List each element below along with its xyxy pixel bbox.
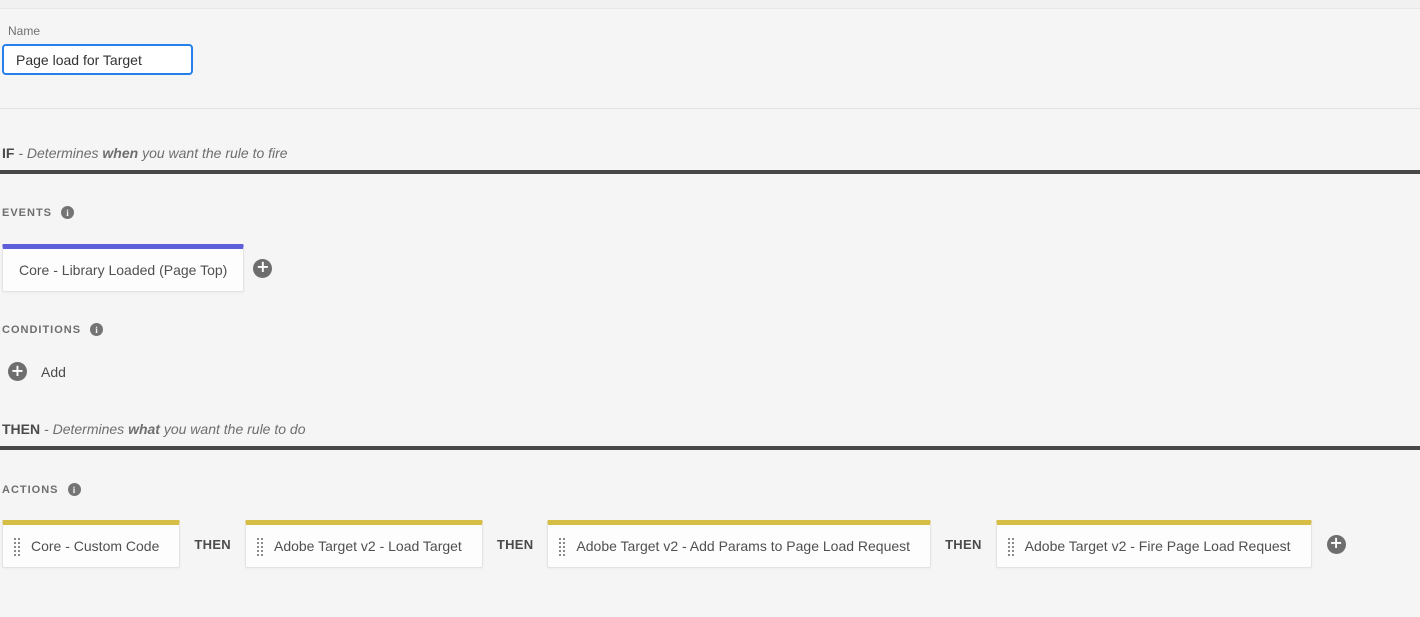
action-card-label: Core - Custom Code <box>31 538 160 554</box>
rule-name-input[interactable] <box>2 44 193 75</box>
name-field-label: Name <box>8 24 41 38</box>
if-section-heading: IF - Determines when you want the rule t… <box>2 145 288 161</box>
plus-icon: + <box>256 257 270 276</box>
event-card-label: Core - Library Loaded (Page Top) <box>19 262 228 278</box>
then-desc-2: you want the rule to do <box>163 421 306 437</box>
info-icon[interactable]: i <box>61 206 75 219</box>
action-card[interactable]: Adobe Target v2 - Fire Page Load Request <box>995 520 1312 568</box>
actions-row: Core - Custom Code THEN Adobe Target v2 … <box>2 520 1346 568</box>
if-section-rule <box>0 170 1420 174</box>
then-desc-1: Determines <box>52 421 125 437</box>
info-icon[interactable]: i <box>67 483 81 496</box>
then-sep: - <box>44 421 49 437</box>
actions-label: ACTIONS <box>2 483 59 496</box>
drag-handle-icon[interactable] <box>13 536 20 556</box>
event-card[interactable]: Core - Library Loaded (Page Top) <box>2 244 245 292</box>
events-section-header: EVENTS i <box>2 206 75 219</box>
if-sep: - <box>18 145 24 161</box>
header-divider <box>0 108 1420 109</box>
action-card-label: Adobe Target v2 - Load Target <box>273 538 462 554</box>
action-card[interactable]: Adobe Target v2 - Add Params to Page Loa… <box>547 520 932 568</box>
then-keyword: THEN <box>2 421 41 437</box>
plus-glyph: + <box>10 360 25 380</box>
drag-handle-icon[interactable] <box>1006 536 1014 556</box>
conditions-label: CONDITIONS <box>2 323 82 336</box>
events-label: EVENTS <box>2 206 53 219</box>
if-desc-emphasis: when <box>102 145 139 161</box>
actions-section-header: ACTIONS i <box>2 483 81 496</box>
then-connector: THEN <box>945 536 982 552</box>
action-card-label: Adobe Target v2 - Fire Page Load Request <box>1024 538 1291 554</box>
then-desc-emphasis: what <box>128 421 160 437</box>
action-card[interactable]: Core - Custom Code <box>2 520 181 568</box>
add-event-button[interactable]: + <box>253 257 273 278</box>
action-card-label: Adobe Target v2 - Add Params to Page Loa… <box>576 538 911 554</box>
action-card[interactable]: Adobe Target v2 - Load Target <box>244 520 483 568</box>
plus-icon: + <box>1329 533 1343 552</box>
plus-icon: + <box>8 362 27 381</box>
if-desc-2: you want the rule to fire <box>142 145 288 161</box>
then-connector: THEN <box>496 536 534 552</box>
drag-handle-icon[interactable] <box>255 536 263 556</box>
top-divider <box>0 0 1420 9</box>
add-condition-button[interactable]: + Add <box>8 362 66 381</box>
add-condition-label: Add <box>41 363 66 380</box>
then-connector: THEN <box>194 536 231 552</box>
info-icon[interactable]: i <box>90 323 104 336</box>
add-action-button[interactable]: + <box>1326 533 1346 554</box>
drag-handle-icon[interactable] <box>558 536 566 556</box>
then-section-rule <box>0 446 1420 450</box>
conditions-section-header: CONDITIONS i <box>2 323 104 336</box>
then-section-heading: THEN - Determines what you want the rule… <box>2 421 306 437</box>
if-keyword: IF <box>2 145 15 161</box>
events-row: Core - Library Loaded (Page Top) + <box>2 244 273 292</box>
if-desc-1: Determines <box>26 145 99 161</box>
